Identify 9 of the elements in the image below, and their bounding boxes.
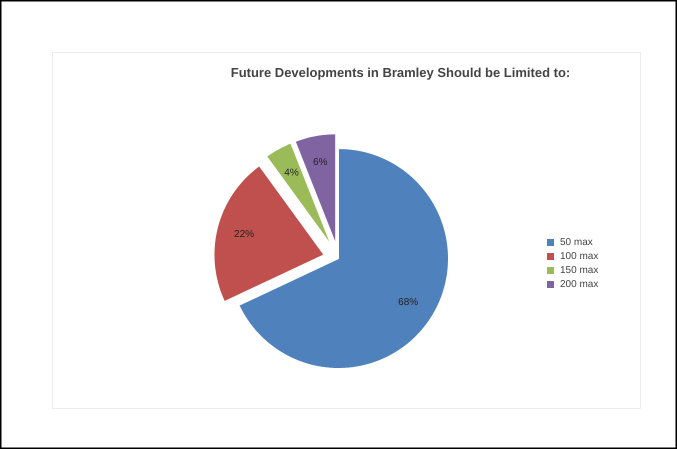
data-label: 68%: [398, 297, 418, 308]
legend-label: 200 max: [560, 278, 598, 290]
data-label: 22%: [234, 228, 254, 240]
chart-title: Future Developments in Bramley Should be Limited to:: [230, 65, 570, 80]
legend-label: 50 max: [560, 236, 593, 248]
legend-label: 150 max: [560, 264, 598, 276]
legend-label: 100 max: [560, 250, 598, 262]
data-label: 4%: [284, 168, 299, 179]
data-label: 6%: [313, 157, 328, 168]
